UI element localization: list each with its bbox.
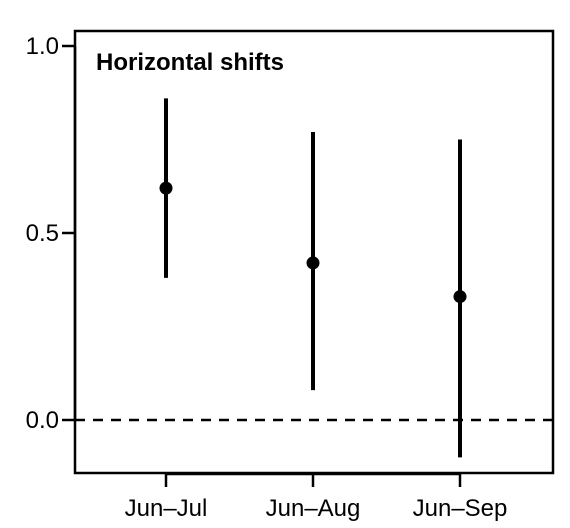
y-tick-label: 1.0 xyxy=(26,33,59,60)
y-tick-label: 0.5 xyxy=(26,220,59,247)
y-tick-label: 0.0 xyxy=(26,407,59,434)
x-axis: Jun–Jul Jun–Aug Jun–Sep xyxy=(125,472,508,522)
y-axis: 0.0 0.5 1.0 xyxy=(26,33,77,434)
data-point xyxy=(306,256,320,270)
data-marks xyxy=(159,98,467,458)
chart-title: Horizontal shifts xyxy=(96,49,284,76)
data-point xyxy=(159,181,173,195)
x-tick-label: Jun–Jul xyxy=(125,495,208,522)
x-tick-label: Jun–Aug xyxy=(266,495,361,522)
data-point xyxy=(453,290,467,304)
x-tick-label: Jun–Sep xyxy=(413,495,508,522)
